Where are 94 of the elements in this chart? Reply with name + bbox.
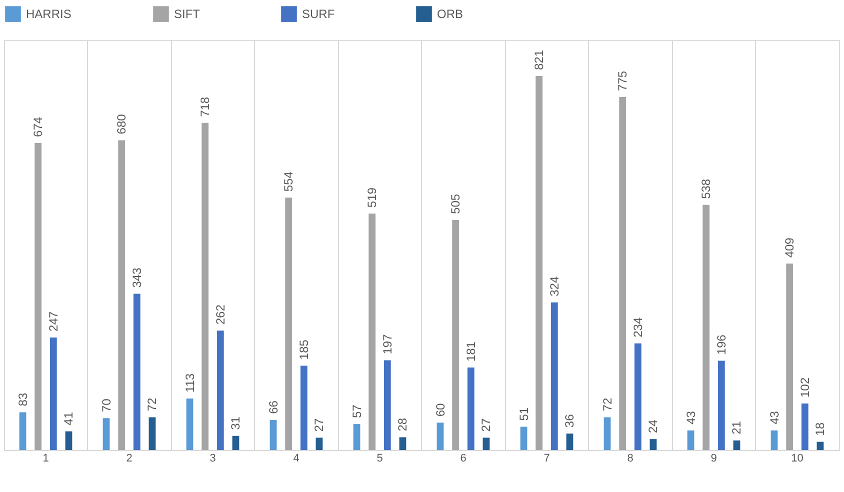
bar — [801, 404, 808, 450]
data-label: 43 — [767, 410, 782, 424]
data-label: 775 — [616, 70, 630, 91]
data-label: 72 — [600, 398, 614, 412]
data-label: 185 — [296, 339, 311, 360]
bar — [482, 438, 490, 450]
bar — [436, 422, 444, 450]
data-label: 680 — [114, 114, 129, 134]
legend-label: HARRIS — [26, 7, 72, 22]
bar — [718, 360, 725, 450]
data-label: 31 — [228, 416, 243, 430]
data-label: 197 — [380, 334, 394, 354]
bar — [300, 366, 308, 450]
legend-label: SIFT — [174, 7, 201, 22]
data-label: 28 — [396, 418, 410, 432]
data-label: 718 — [198, 96, 212, 117]
bar — [550, 302, 558, 450]
data-label: 409 — [782, 237, 797, 258]
data-label: 70 — [99, 398, 114, 412]
bar — [232, 436, 240, 450]
bar — [118, 140, 126, 450]
data-label: 196 — [714, 334, 728, 355]
data-label: 343 — [130, 267, 144, 288]
data-label: 554 — [282, 171, 296, 192]
data-label: 519 — [365, 187, 380, 208]
bar — [285, 198, 292, 450]
bar — [770, 430, 778, 450]
data-label: 247 — [46, 311, 60, 332]
data-label: 821 — [532, 50, 546, 70]
bar — [399, 437, 406, 450]
data-label: 102 — [798, 377, 812, 398]
data-label: 51 — [516, 407, 531, 421]
bar — [316, 438, 323, 450]
bar — [368, 214, 376, 450]
data-label: 41 — [62, 412, 76, 426]
data-label: 36 — [562, 414, 577, 428]
data-label: 538 — [699, 178, 714, 199]
bar — [102, 418, 110, 450]
bar — [634, 343, 642, 450]
bar — [520, 426, 528, 450]
x-tick-label: 9 — [710, 452, 717, 464]
data-label: 66 — [266, 400, 280, 414]
data-label: 113 — [182, 373, 197, 393]
x-tick-label: 7 — [544, 452, 550, 464]
data-label: 21 — [730, 420, 744, 434]
data-label: 324 — [547, 276, 562, 296]
data-label: 234 — [630, 317, 645, 338]
data-label: 60 — [433, 402, 448, 417]
x-tick-label: 2 — [126, 452, 132, 464]
bar — [816, 442, 824, 450]
bar — [34, 142, 42, 450]
x-tick-label: 3 — [210, 452, 216, 464]
bar — [186, 398, 194, 450]
bar — [536, 76, 543, 450]
bar — [566, 434, 574, 450]
bar — [50, 337, 57, 450]
bar — [148, 417, 156, 450]
bar — [19, 412, 26, 450]
bar — [65, 431, 72, 450]
bar — [467, 368, 474, 450]
bar — [270, 420, 277, 450]
bar — [733, 440, 740, 450]
data-label: 72 — [145, 398, 160, 412]
bar — [133, 294, 140, 450]
legend-label: ORB — [437, 7, 464, 22]
data-label: 505 — [448, 194, 463, 214]
data-label: 262 — [213, 304, 228, 325]
bar — [650, 439, 657, 450]
data-label: 43 — [684, 410, 698, 424]
x-tick-label: 1 — [42, 452, 49, 464]
legend-label: SURF — [302, 7, 335, 22]
x-tick-label: 8 — [627, 452, 634, 464]
bar — [702, 204, 710, 450]
bar — [786, 264, 794, 450]
data-label: 27 — [312, 418, 326, 432]
bar — [619, 96, 626, 450]
bar — [353, 424, 360, 450]
bar — [452, 220, 460, 450]
x-tick-label: 5 — [376, 452, 383, 464]
data-label: 24 — [646, 419, 660, 434]
x-tick-label: 4 — [293, 452, 300, 464]
bar — [687, 430, 694, 450]
bar — [216, 330, 224, 450]
bar — [202, 122, 209, 450]
bar — [604, 417, 611, 450]
bar — [384, 360, 391, 450]
data-label: 57 — [350, 404, 364, 418]
data-label: 27 — [479, 418, 494, 432]
data-label: 18 — [813, 422, 828, 436]
x-tick-label: 10 — [791, 452, 804, 464]
data-label: 181 — [464, 341, 478, 362]
x-tick-label: 6 — [460, 452, 466, 464]
data-label: 83 — [16, 392, 30, 406]
data-label: 674 — [31, 116, 46, 137]
